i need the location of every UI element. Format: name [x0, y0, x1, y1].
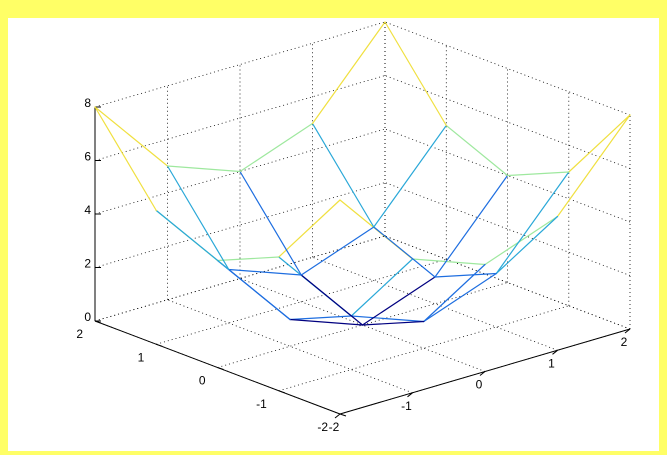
- x-tick-label: 2: [621, 335, 628, 349]
- mesh-edge: [373, 226, 436, 278]
- y-tick-mark: [339, 413, 347, 417]
- mesh-edge: [423, 272, 497, 323]
- figure-area: -2 -1 0 1 2 -2 -1 0 1 2 0 2 4 6 8: [8, 18, 659, 451]
- side-wall-grid-line: [384, 21, 631, 116]
- mesh-edge: [289, 315, 352, 321]
- mesh-edge: [300, 274, 364, 326]
- y-tick-label: -1: [256, 397, 267, 411]
- mesh-edge: [300, 226, 375, 276]
- mesh-edge: [411, 258, 486, 266]
- y-tick-mark: [217, 367, 224, 370]
- axis-layer: [94, 106, 631, 419]
- y-tick-label: 2: [76, 327, 83, 341]
- mesh-edge: [311, 122, 375, 228]
- mesh-edge: [94, 106, 157, 212]
- mesh-edge: [495, 171, 570, 275]
- x-tick-label: 0: [476, 378, 483, 392]
- x-tick-label: 1: [548, 356, 555, 370]
- mesh-edge: [568, 114, 631, 173]
- y-tick-mark: [278, 390, 285, 394]
- mesh-edge: [94, 106, 169, 167]
- z-tick-label: 4: [84, 203, 91, 217]
- mesh-edge: [373, 124, 447, 228]
- mesh-layer: [94, 21, 631, 326]
- mesh-edge: [155, 209, 230, 271]
- mesh-edge: [556, 114, 631, 218]
- x-tick-mark: [624, 328, 631, 334]
- mesh-edge: [350, 315, 425, 323]
- mesh-edge: [289, 318, 364, 326]
- x-tick-mark: [407, 392, 413, 398]
- mesh-edge: [166, 165, 241, 173]
- mesh-edge: [278, 199, 341, 258]
- x-tick-label: -1: [401, 399, 412, 413]
- y-tick-label: 1: [138, 350, 145, 364]
- back-wall-grid-line: [94, 182, 386, 268]
- y-tick-mark: [156, 343, 163, 347]
- mesh-edge: [216, 256, 280, 262]
- mesh-edge: [384, 21, 447, 127]
- mesh-edge: [434, 174, 509, 278]
- mesh-edge: [239, 122, 314, 173]
- z-tick-label: 6: [84, 150, 91, 164]
- mesh-edge: [434, 272, 497, 278]
- y-tick-label: -2: [317, 420, 328, 434]
- floor-grid-line: [278, 305, 569, 392]
- mesh-edge: [484, 215, 559, 266]
- mesh-edge: [423, 263, 486, 323]
- y-tick-label: 0: [199, 374, 206, 388]
- floor-grid-line: [312, 256, 558, 351]
- x-tick-mark: [552, 349, 558, 355]
- mesh-edge: [239, 170, 302, 276]
- z-tick-label: 8: [84, 96, 91, 110]
- mesh-edge: [350, 258, 414, 317]
- x-tick-label: -2: [329, 420, 340, 434]
- mesh-edge: [445, 124, 509, 177]
- z-tick-label: 2: [84, 257, 91, 271]
- mesh-edge: [311, 21, 386, 125]
- z-tick-label: 0: [84, 310, 91, 324]
- mesh-edge: [361, 320, 425, 326]
- mesh-edge: [228, 268, 291, 321]
- mesh-edge: [166, 165, 230, 271]
- x-tick-mark: [334, 413, 341, 419]
- mesh-edge: [495, 215, 559, 275]
- x-tick-mark: [479, 371, 486, 376]
- mesh-edge: [228, 268, 302, 276]
- mesh-edge: [361, 276, 436, 326]
- mesh-edge: [506, 171, 570, 177]
